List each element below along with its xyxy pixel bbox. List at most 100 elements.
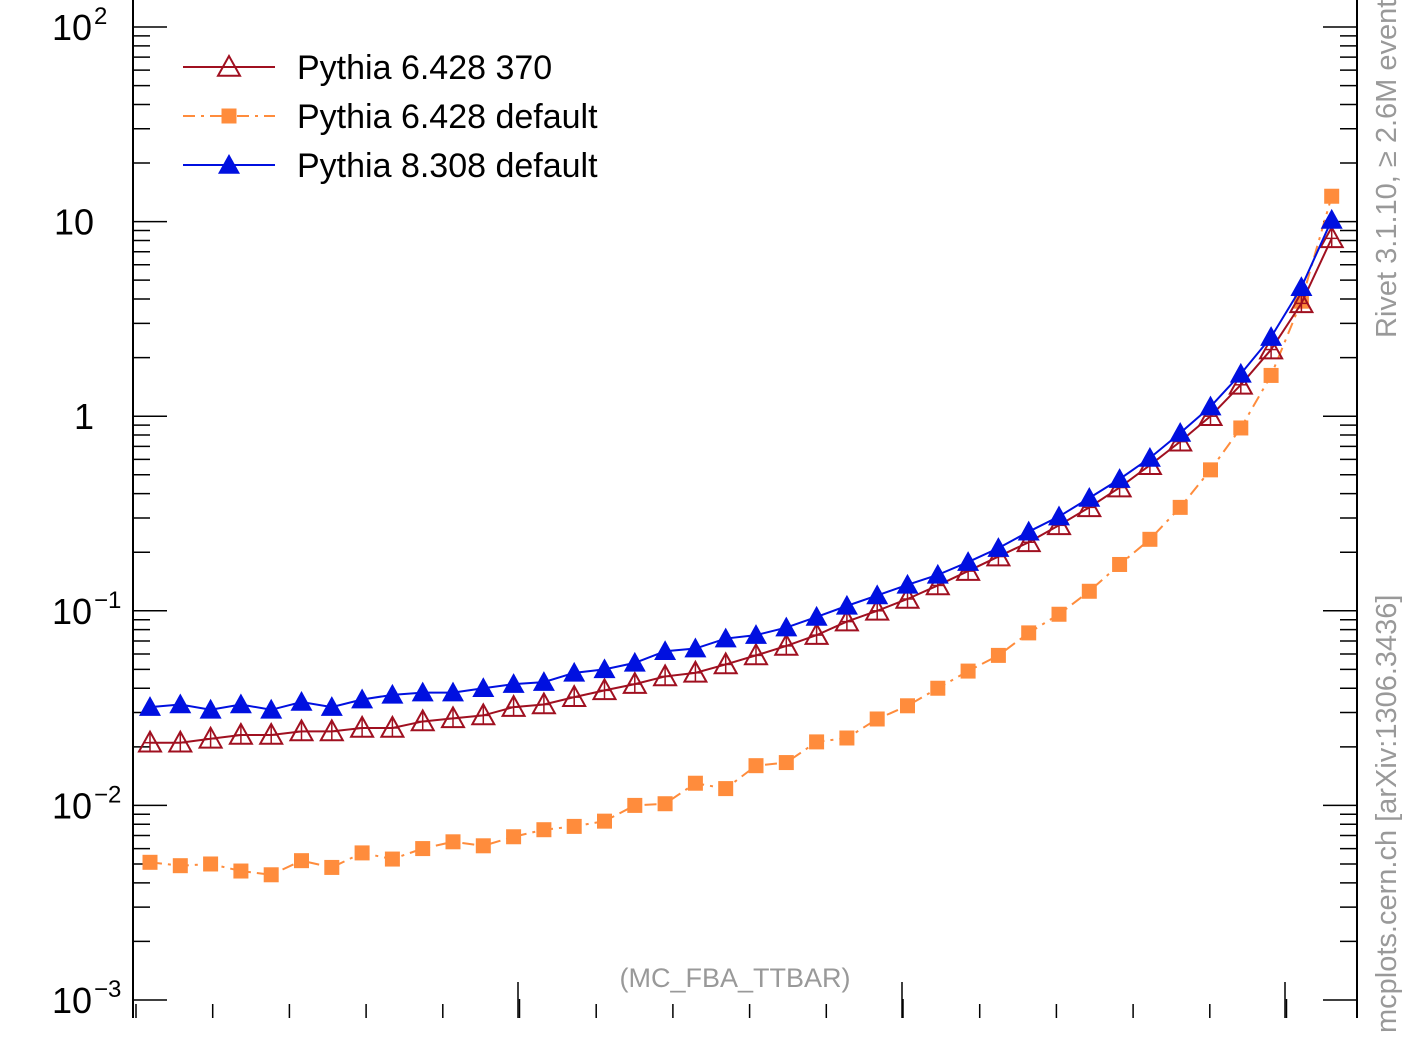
data-point (233, 863, 249, 879)
data-point (324, 859, 340, 875)
data-point (960, 663, 976, 679)
data-point (290, 690, 313, 711)
data-point (682, 659, 709, 683)
data-point (500, 694, 527, 717)
data-point (803, 622, 830, 645)
legend: Pythia 6.428 370 Pythia 6.428 default Pyth… (183, 49, 598, 185)
data-point (687, 775, 703, 791)
y-tick-label: 10 (52, 7, 92, 48)
data-point (197, 725, 224, 749)
data-point (228, 721, 254, 745)
series-2 (142, 188, 1340, 883)
data-point (169, 693, 192, 714)
legend-entry: Pythia 8.308 default (183, 147, 598, 185)
data-point (561, 684, 587, 707)
data-point (260, 698, 283, 719)
data-point (563, 661, 586, 682)
data-point (926, 563, 949, 584)
data-point (167, 729, 193, 753)
data-point (506, 829, 522, 845)
data-point (1263, 367, 1279, 383)
data-point (1142, 531, 1158, 547)
y-tick-label: 10 (52, 980, 92, 1021)
series-line (150, 237, 1333, 744)
data-point (1203, 462, 1218, 478)
y-tick-label-exponent: −3 (94, 976, 121, 1003)
data-point (834, 608, 860, 632)
data-point (775, 616, 798, 637)
data-point (1172, 499, 1188, 515)
data-point (896, 573, 919, 594)
data-point (199, 698, 222, 719)
data-point (1078, 486, 1101, 507)
data-point (1016, 529, 1042, 553)
data-point (1290, 276, 1313, 297)
data-point (714, 627, 737, 648)
data-point (1319, 225, 1345, 249)
data-point (1112, 556, 1128, 572)
data-point (1048, 505, 1070, 526)
data-point (900, 698, 915, 714)
data-point (442, 681, 464, 702)
y-tick-label-exponent: 2 (94, 3, 107, 30)
legend-label: Pythia 6.428 default (297, 98, 598, 136)
data-point (142, 854, 158, 870)
data-point (229, 693, 252, 714)
legend-marker (218, 154, 240, 174)
data-point (1199, 395, 1222, 416)
data-point (1324, 188, 1340, 204)
data-point (743, 642, 769, 666)
data-point (597, 813, 612, 829)
legend-label: Pythia 8.308 default (297, 147, 598, 185)
data-point (531, 691, 557, 715)
data-point (805, 605, 828, 626)
data-point (894, 585, 921, 609)
data-point (745, 624, 767, 644)
data-point (718, 781, 734, 797)
data-point (622, 671, 648, 694)
y-tick-label: 1 (74, 396, 94, 437)
legend-label: Pythia 6.428 370 (297, 49, 552, 87)
data-point (1258, 336, 1284, 360)
data-point (263, 867, 279, 883)
data-point (1228, 371, 1254, 395)
y-tick-label: 10 (52, 785, 92, 826)
data-point (748, 758, 764, 774)
data-point (1051, 606, 1067, 622)
data-point (172, 858, 188, 874)
data-point (440, 705, 466, 729)
legend-entry: Pythia 6.428 370 (183, 49, 552, 87)
data-point (835, 594, 858, 615)
data-point (354, 845, 370, 861)
y-tick-label: 10 (54, 202, 94, 243)
legend-entry: Pythia 6.428 default (183, 98, 598, 136)
data-point (930, 680, 946, 696)
data-point (773, 632, 799, 656)
data-point (349, 714, 375, 738)
data-point (1288, 290, 1315, 314)
data-point (502, 673, 525, 693)
data-point (623, 651, 646, 672)
data-point (319, 718, 345, 742)
analysis-annotation: (MC_FBA_TTBAR) (619, 963, 850, 993)
data-point (684, 637, 707, 658)
data-point (957, 551, 980, 571)
data-point (1169, 421, 1192, 442)
data-point (294, 853, 309, 869)
data-point (652, 663, 678, 687)
data-point (258, 721, 284, 745)
data-point (593, 658, 616, 679)
data-point (1017, 520, 1040, 541)
y-tick-label-exponent: −1 (94, 587, 121, 614)
data-point (203, 856, 219, 872)
data-point (445, 834, 461, 850)
data-point (139, 696, 161, 716)
data-point (351, 688, 374, 709)
x-axis-ticks (135, 982, 1288, 1018)
data-point (288, 718, 315, 742)
series-1 (137, 225, 1345, 753)
data-point (990, 647, 1006, 663)
data-point (657, 796, 673, 812)
